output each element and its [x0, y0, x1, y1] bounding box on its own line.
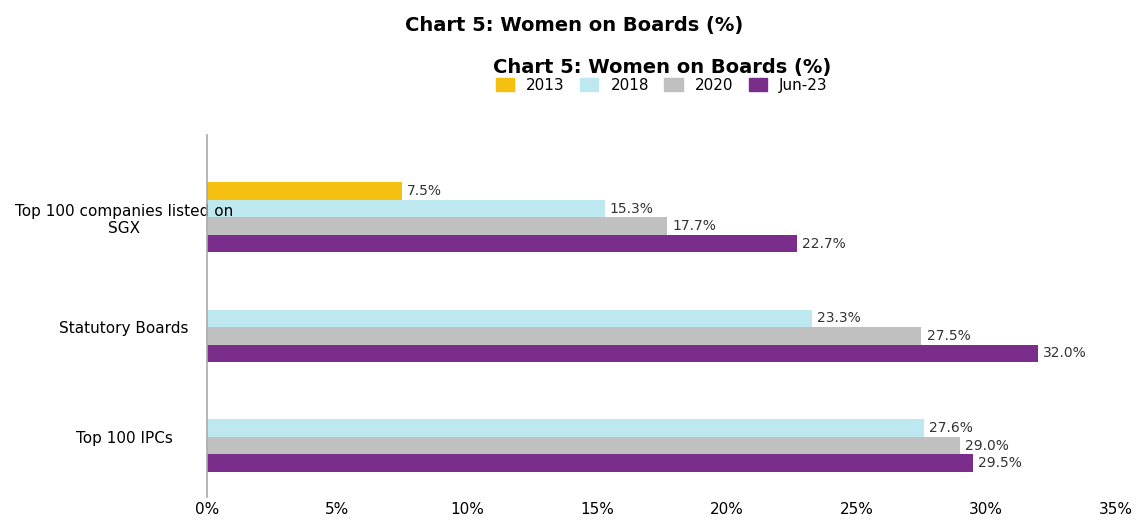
Bar: [208, 235, 797, 253]
Title: Chart 5: Women on Boards (%): Chart 5: Women on Boards (%): [492, 57, 831, 77]
Legend: 2013, 2018, 2020, Jun-23: 2013, 2018, 2020, Jun-23: [496, 78, 828, 93]
Bar: [208, 345, 1038, 362]
Bar: [208, 218, 667, 235]
Text: 22.7%: 22.7%: [802, 237, 846, 251]
Text: 7.5%: 7.5%: [408, 184, 442, 198]
Text: 27.6%: 27.6%: [929, 421, 974, 435]
Text: Chart 5: Women on Boards (%): Chart 5: Women on Boards (%): [405, 16, 743, 35]
Text: 29.0%: 29.0%: [965, 438, 1009, 453]
Bar: [208, 419, 924, 437]
Text: 15.3%: 15.3%: [610, 202, 653, 215]
Bar: [208, 200, 605, 218]
Text: 27.5%: 27.5%: [926, 329, 970, 343]
Bar: [208, 310, 813, 327]
Text: 17.7%: 17.7%: [672, 219, 716, 233]
Bar: [208, 437, 960, 454]
Bar: [208, 454, 974, 472]
Text: 29.5%: 29.5%: [978, 456, 1023, 470]
Text: 23.3%: 23.3%: [817, 311, 861, 325]
Text: 32.0%: 32.0%: [1044, 346, 1087, 360]
Bar: [208, 182, 402, 200]
Bar: [208, 327, 922, 345]
